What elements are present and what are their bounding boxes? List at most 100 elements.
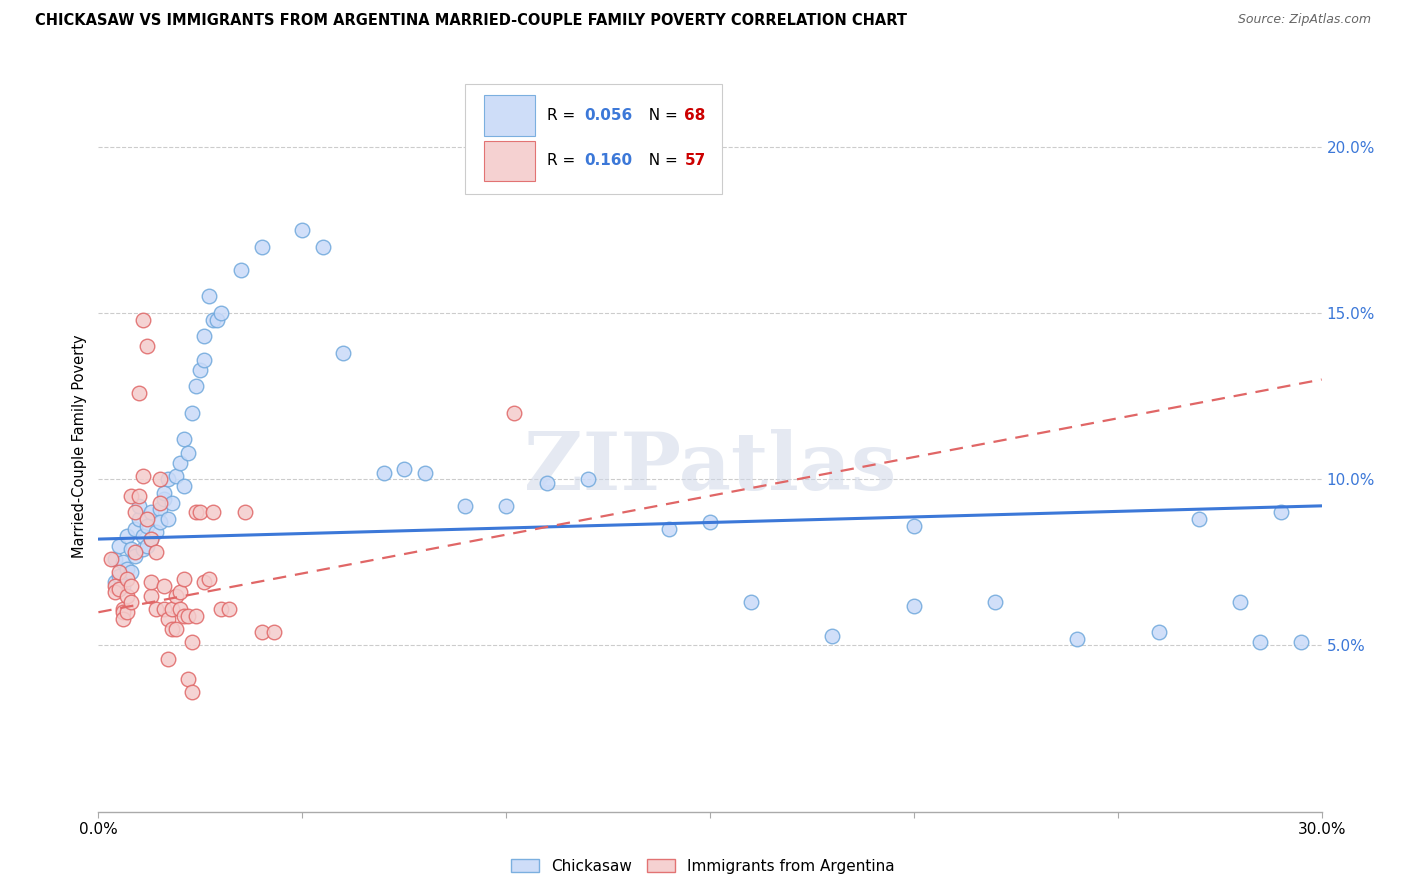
Point: [1188, 512, 1211, 526]
Point: [392, 462, 416, 476]
Y-axis label: Married-Couple Family Poverty: Married-Couple Family Poverty: [72, 334, 87, 558]
Point: [1291, 635, 1313, 649]
Point: [193, 352, 215, 367]
Point: [156, 472, 179, 486]
Point: [291, 223, 314, 237]
Point: [108, 568, 131, 582]
Point: [1229, 595, 1251, 609]
Point: [128, 489, 150, 503]
Text: 0.160: 0.160: [583, 153, 633, 169]
Point: [145, 602, 167, 616]
Point: [111, 555, 134, 569]
Point: [149, 472, 172, 486]
Point: [160, 622, 183, 636]
Point: [250, 625, 273, 640]
Text: R =: R =: [547, 153, 581, 169]
Point: [120, 595, 142, 609]
Point: [128, 499, 150, 513]
Point: [165, 622, 187, 636]
Point: [169, 585, 191, 599]
Point: [181, 685, 204, 699]
Point: [136, 518, 159, 533]
Point: [250, 239, 273, 253]
Point: [111, 579, 134, 593]
Point: [332, 346, 354, 360]
Point: [124, 545, 146, 559]
Point: [124, 549, 146, 563]
Point: [128, 385, 150, 400]
Point: [169, 602, 191, 616]
Point: [181, 406, 204, 420]
Point: [218, 602, 240, 616]
FancyBboxPatch shape: [484, 95, 536, 136]
Point: [128, 512, 150, 526]
Point: [149, 516, 172, 530]
Point: [373, 466, 395, 480]
Point: [188, 506, 212, 520]
Point: [821, 628, 844, 642]
Point: [536, 475, 558, 490]
Point: [197, 289, 219, 303]
Point: [503, 406, 526, 420]
Point: [152, 602, 174, 616]
Point: [903, 599, 925, 613]
Point: [263, 625, 285, 640]
Point: [413, 466, 436, 480]
Point: [120, 579, 142, 593]
Point: [149, 502, 172, 516]
Text: Source: ZipAtlas.com: Source: ZipAtlas.com: [1237, 13, 1371, 27]
Point: [132, 529, 155, 543]
Point: [173, 433, 195, 447]
Point: [1066, 632, 1088, 646]
Point: [984, 595, 1007, 609]
Point: [658, 522, 681, 536]
Point: [186, 379, 208, 393]
Point: [231, 262, 253, 277]
Point: [100, 552, 122, 566]
Point: [197, 572, 219, 586]
Point: [209, 306, 232, 320]
Point: [209, 602, 232, 616]
Point: [312, 239, 335, 253]
Point: [111, 602, 134, 616]
Point: [181, 635, 204, 649]
Point: [136, 512, 159, 526]
Point: [115, 605, 138, 619]
Point: [173, 608, 195, 623]
Point: [108, 539, 131, 553]
Text: R =: R =: [547, 108, 581, 123]
Point: [152, 492, 174, 507]
Point: [104, 585, 127, 599]
Point: [160, 495, 183, 509]
Point: [108, 582, 131, 596]
Point: [141, 589, 163, 603]
Point: [104, 552, 127, 566]
Point: [120, 542, 142, 557]
Text: 68: 68: [685, 108, 706, 123]
Point: [186, 506, 208, 520]
Point: [115, 572, 138, 586]
Point: [1249, 635, 1271, 649]
FancyBboxPatch shape: [484, 141, 536, 181]
Text: N =: N =: [640, 108, 683, 123]
Point: [160, 602, 183, 616]
Text: CHICKASAW VS IMMIGRANTS FROM ARGENTINA MARRIED-COUPLE FAMILY POVERTY CORRELATION: CHICKASAW VS IMMIGRANTS FROM ARGENTINA M…: [35, 13, 907, 29]
Point: [740, 595, 762, 609]
Text: N =: N =: [640, 153, 683, 169]
Point: [115, 589, 138, 603]
Text: 0.056: 0.056: [583, 108, 633, 123]
Point: [124, 506, 146, 520]
Point: [152, 579, 174, 593]
Point: [576, 472, 599, 486]
Point: [104, 575, 127, 590]
Point: [120, 566, 142, 580]
Point: [111, 605, 134, 619]
FancyBboxPatch shape: [465, 84, 723, 194]
Point: [201, 312, 224, 326]
Point: [120, 489, 142, 503]
Point: [233, 506, 256, 520]
Point: [177, 672, 200, 686]
Point: [205, 312, 228, 326]
Point: [699, 516, 721, 530]
Point: [108, 566, 131, 580]
